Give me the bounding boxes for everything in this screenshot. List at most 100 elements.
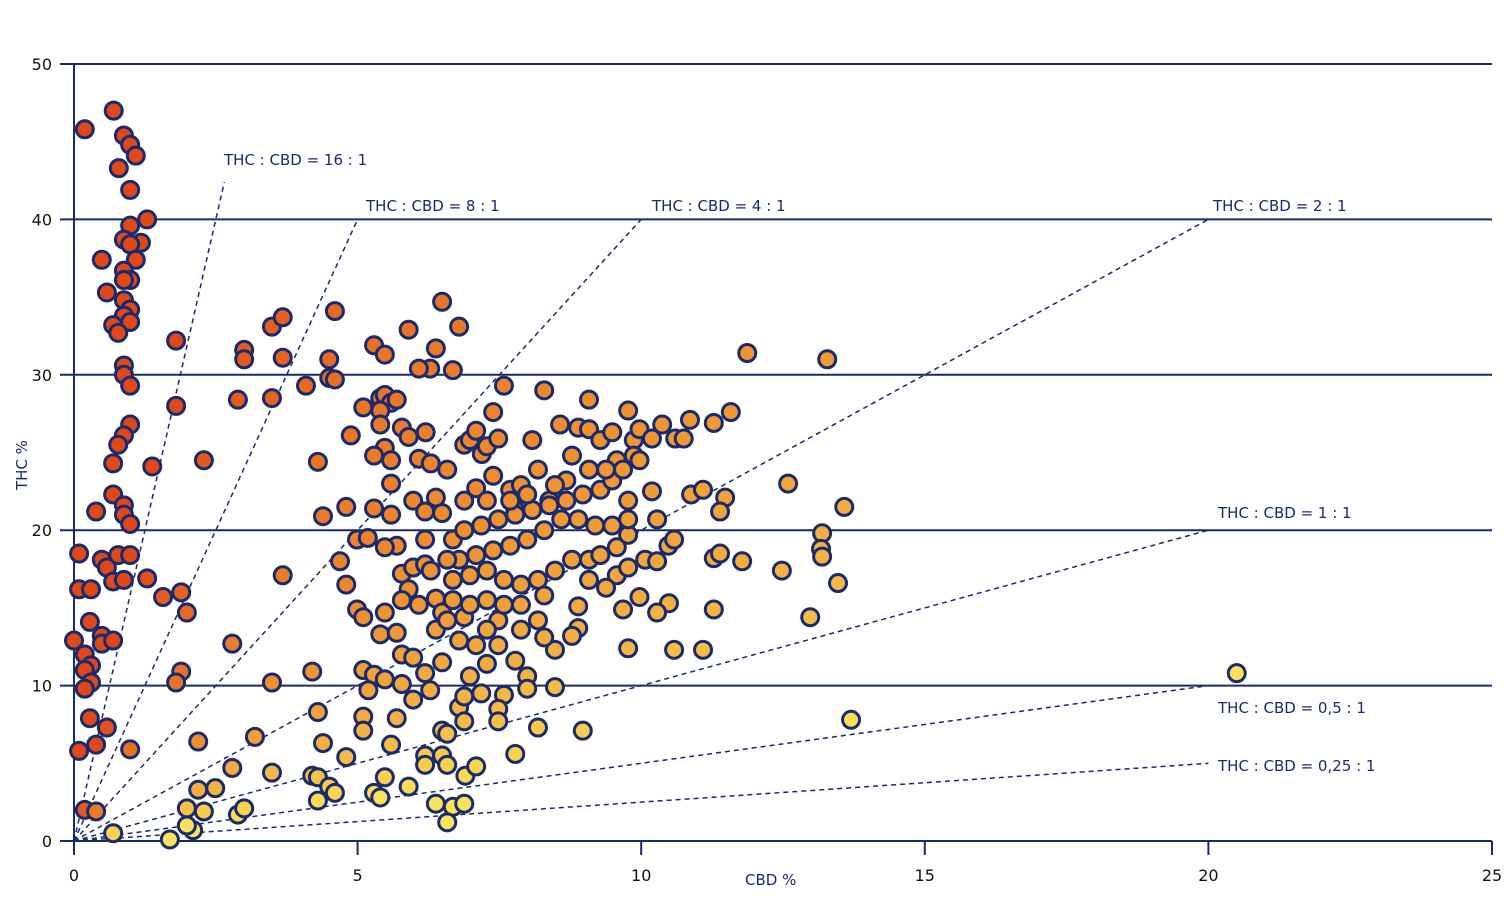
data-point <box>103 453 124 474</box>
data-point <box>539 495 560 516</box>
ratio-line-label: THC : CBD = 0,5 : 1 <box>1217 699 1366 717</box>
data-point <box>618 490 639 511</box>
data-point <box>295 375 316 396</box>
data-point <box>313 506 334 527</box>
data-point <box>244 726 265 747</box>
data-point <box>120 739 141 760</box>
data-point <box>188 779 209 800</box>
y-tick-label: 40 <box>32 210 52 229</box>
data-point <box>710 543 731 564</box>
data-point <box>234 798 255 819</box>
data-point <box>454 793 475 814</box>
data-point <box>703 412 724 433</box>
data-point <box>425 793 446 814</box>
data-point <box>188 731 209 752</box>
data-point <box>374 602 395 623</box>
data-point <box>544 475 565 496</box>
data-point <box>103 630 124 651</box>
data-point <box>353 607 374 628</box>
data-point <box>500 490 521 511</box>
data-point <box>159 829 180 850</box>
data-point <box>437 610 458 631</box>
data-point <box>420 453 441 474</box>
data-point <box>86 734 107 755</box>
data-point <box>125 249 146 270</box>
data-point <box>415 422 436 443</box>
data-point <box>113 569 134 590</box>
data-point <box>500 535 521 556</box>
data-point <box>137 568 158 589</box>
data-point <box>510 594 531 615</box>
data-point <box>488 509 509 530</box>
data-point <box>483 465 504 486</box>
data-point <box>493 594 514 615</box>
data-point <box>74 119 95 140</box>
data-point <box>664 529 685 550</box>
data-point <box>415 501 436 522</box>
data-point <box>693 479 714 500</box>
data-point <box>398 776 419 797</box>
data-point <box>703 599 724 620</box>
data-point <box>398 319 419 340</box>
ratio-lines: THC : CBD = 16 : 1 THC : CBD = 8 : 1 THC :… <box>73 151 1375 842</box>
data-point <box>227 389 248 410</box>
data-point <box>568 596 589 617</box>
data-point <box>96 282 117 303</box>
axes: 0 10 20 30 40 50 0 5 10 15 20 25 <box>32 55 1503 885</box>
ratio-line-label: THC : CBD = 1 : 1 <box>1217 504 1352 522</box>
data-point <box>125 145 146 166</box>
data-point <box>471 515 492 536</box>
data-point <box>551 509 572 530</box>
data-point <box>222 757 243 778</box>
data-point <box>572 484 593 505</box>
y-tick-label: 10 <box>32 677 52 696</box>
gridlines <box>60 63 1492 842</box>
data-point <box>556 490 577 511</box>
data-point <box>466 545 487 566</box>
data-point <box>193 450 214 471</box>
data-point <box>420 560 441 581</box>
y-tick-label: 20 <box>32 521 52 540</box>
data-point <box>572 720 593 741</box>
data-point <box>442 360 463 381</box>
data-point <box>544 677 565 698</box>
ratio-line-label: THC : CBD = 4 : 1 <box>651 197 786 215</box>
data-point <box>641 481 662 502</box>
data-point <box>324 301 345 322</box>
data-point <box>562 625 583 646</box>
data-point <box>381 473 402 494</box>
data-point <box>176 602 197 623</box>
data-point <box>1226 663 1247 684</box>
data-point <box>86 801 107 822</box>
data-point <box>664 639 685 660</box>
data-point <box>534 585 555 606</box>
data-point <box>613 599 634 620</box>
data-point <box>357 527 378 548</box>
data-point <box>103 823 124 844</box>
data-point <box>454 711 475 732</box>
data-point <box>432 291 453 312</box>
data-point <box>381 734 402 755</box>
data-point <box>307 790 328 811</box>
data-point <box>108 158 129 179</box>
data-point <box>374 767 395 788</box>
data-point <box>74 678 95 699</box>
data-point <box>562 445 583 466</box>
data-point <box>425 338 446 359</box>
data-point <box>834 496 855 517</box>
data-point <box>693 639 714 660</box>
x-axis-title: CBD % <box>745 871 796 889</box>
data-point <box>437 754 458 775</box>
data-point <box>420 680 441 701</box>
data-point <box>579 459 600 480</box>
data-point <box>812 546 833 567</box>
data-point <box>476 653 497 674</box>
x-tick-label: 10 <box>631 866 651 885</box>
data-point <box>647 551 668 572</box>
y-axis-title: THC % <box>13 440 31 491</box>
data-point <box>205 778 226 799</box>
data-point <box>408 594 429 615</box>
data-point <box>120 545 141 566</box>
data-point <box>602 422 623 443</box>
